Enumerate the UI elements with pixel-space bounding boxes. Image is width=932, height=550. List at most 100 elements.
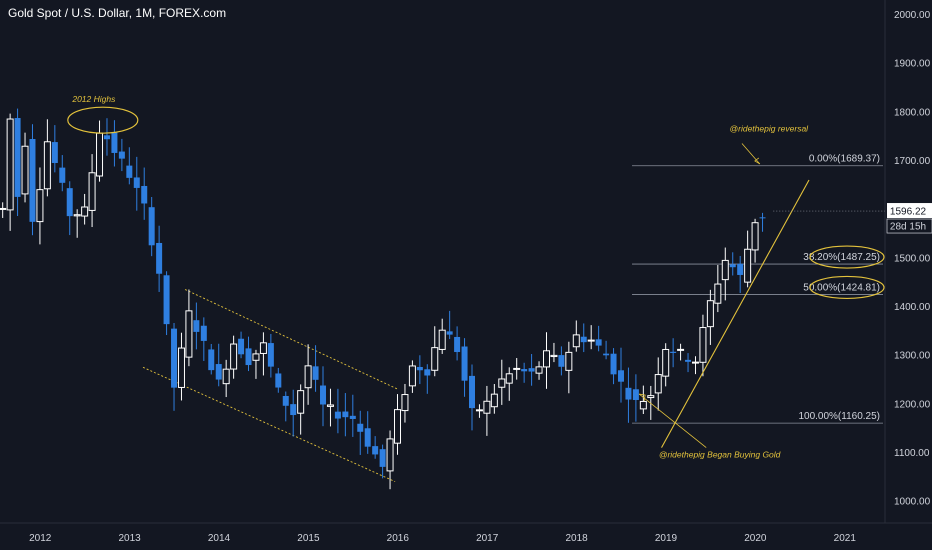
price-tick-label: 1300.00 xyxy=(894,351,931,362)
candle-body xyxy=(297,390,305,414)
candle xyxy=(334,388,341,434)
last-price-value: 1596.22 xyxy=(890,207,927,218)
candle xyxy=(29,124,36,236)
candle-body xyxy=(88,172,96,211)
candle xyxy=(193,302,200,350)
candle xyxy=(416,355,423,385)
candle xyxy=(51,125,58,173)
candle xyxy=(610,348,617,385)
candle-body xyxy=(349,415,356,419)
time-tick-label: 2013 xyxy=(118,533,141,544)
candle-body xyxy=(163,275,170,325)
fib-level-label: 0.00%(1689.37) xyxy=(809,154,880,165)
reversal-arrow-head xyxy=(754,157,761,165)
candle-body xyxy=(259,342,267,354)
candle xyxy=(171,323,178,411)
candle xyxy=(177,332,185,401)
candle-body xyxy=(677,348,685,351)
candle-body xyxy=(490,393,498,408)
candle-body xyxy=(595,339,602,346)
candle-body xyxy=(475,409,483,412)
time-tick-label: 2018 xyxy=(565,533,588,544)
fib-level-highlight xyxy=(809,245,885,269)
candle-body xyxy=(498,378,506,388)
time-tick-label: 2021 xyxy=(834,533,857,544)
candle xyxy=(490,384,498,414)
candle-body xyxy=(580,336,587,343)
candle xyxy=(714,264,722,313)
candle xyxy=(185,289,193,367)
candle-body xyxy=(6,118,14,211)
fibonacci-retracement[interactable]: 0.00%(1689.37) 38.20%(1487.25) 50.00%(1424… xyxy=(632,154,885,424)
candle-body xyxy=(126,165,133,178)
candle-body xyxy=(394,409,402,444)
candle xyxy=(513,358,521,380)
price-tick-label: 1800.00 xyxy=(894,107,931,118)
candle-body xyxy=(14,118,21,197)
reversal-label: @ridethepig reversal xyxy=(730,123,810,133)
candle-body xyxy=(654,374,662,394)
candle-body xyxy=(118,151,125,159)
candle-body xyxy=(111,132,118,153)
candle-body xyxy=(469,375,475,409)
candle xyxy=(364,411,371,454)
candle-body xyxy=(171,328,178,388)
candle xyxy=(259,332,267,376)
fib-level-highlight xyxy=(809,275,885,300)
channel-upper-line xyxy=(184,289,398,390)
descending-channel[interactable] xyxy=(142,289,398,483)
candle xyxy=(461,338,468,397)
candle xyxy=(357,410,364,455)
candle xyxy=(372,436,379,459)
candle-body xyxy=(208,349,215,371)
time-axis: 2012 2013 2014 2015 2016 2017 2018 2019 2020 2021 xyxy=(0,522,932,544)
candle xyxy=(96,120,104,182)
candle xyxy=(394,394,402,455)
candle xyxy=(6,113,14,231)
candle-body xyxy=(483,400,491,414)
candle-body xyxy=(386,438,394,472)
candle xyxy=(59,155,66,192)
candle-body xyxy=(103,135,110,140)
candle-body xyxy=(372,446,379,455)
fib-level-label: 50.00%(1424.81) xyxy=(803,282,880,293)
candle xyxy=(677,343,685,361)
highs-highlight xyxy=(67,106,139,134)
candle-body xyxy=(572,334,580,348)
candle-body xyxy=(542,350,550,368)
candle xyxy=(603,340,610,360)
candle xyxy=(304,344,312,405)
candle xyxy=(617,347,624,403)
candle xyxy=(528,354,535,386)
candle xyxy=(148,197,155,257)
candle-body xyxy=(685,359,692,362)
candle-body xyxy=(177,347,185,388)
candle-body xyxy=(222,368,230,385)
began-buying-arrow xyxy=(638,393,707,448)
candle-body xyxy=(706,300,714,328)
trend-line[interactable] xyxy=(661,179,810,448)
candle xyxy=(252,349,260,379)
candle xyxy=(118,138,125,172)
candle xyxy=(639,385,647,415)
candle-body xyxy=(729,264,736,268)
price-tick-label: 1900.00 xyxy=(894,59,931,70)
candle xyxy=(572,320,580,352)
candle xyxy=(326,388,334,427)
candle-body xyxy=(59,167,66,183)
candle xyxy=(446,310,453,340)
candle-body xyxy=(290,404,297,416)
candle-body xyxy=(565,351,573,371)
price-tick-label: 1700.00 xyxy=(894,156,931,167)
candle-body xyxy=(446,331,453,335)
candle-body xyxy=(342,411,349,418)
candle xyxy=(156,225,163,292)
candle-body xyxy=(610,353,617,375)
annotations[interactable]: 2012 Highs @ridethepig reversal @ridethepi… xyxy=(67,94,810,459)
candle xyxy=(208,343,215,375)
last-price-tag xyxy=(887,203,932,219)
candle xyxy=(408,360,416,393)
highs-label: 2012 Highs xyxy=(71,94,116,104)
candle xyxy=(379,444,386,479)
